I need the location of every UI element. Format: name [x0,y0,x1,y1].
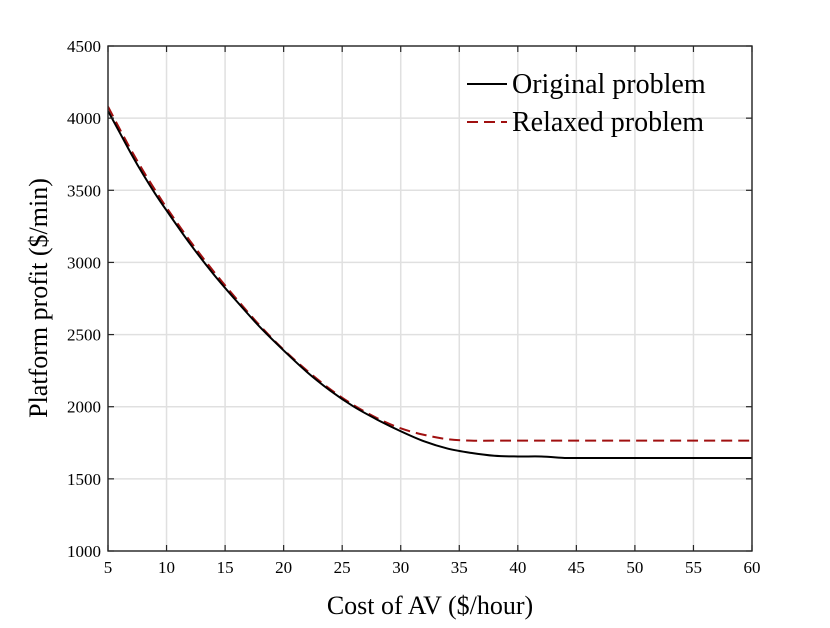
legend-label: Original problem [512,69,706,100]
x-tick-label: 10 [158,558,175,577]
series-line-original [108,110,752,460]
y-tick-label: 4000 [67,109,101,128]
x-tick-label: 60 [744,558,761,577]
x-tick-label: 50 [626,558,643,577]
x-axis-label: Cost of AV ($/hour) [327,591,533,620]
x-tick-label: 45 [568,558,585,577]
y-tick-label: 3000 [67,253,101,272]
series-line-relaxed [108,106,752,442]
x-tick-label: 30 [392,558,409,577]
y-axis-label: Platform profit ($/min) [24,178,53,418]
x-tick-label: 40 [509,558,526,577]
ticks: 5 10 15 20 25 30 35 40 45 50 55 60 1000 1500 2000 2500 3… [67,37,761,577]
y-tick-label: 2500 [67,326,101,345]
y-tick-label: 3500 [67,181,101,200]
x-tick-label: 5 [104,558,113,577]
x-tick-label: 35 [451,558,468,577]
legend-label: Relaxed problem [512,107,704,138]
x-tick-label: 55 [685,558,702,577]
x-tick-label: 25 [334,558,351,577]
y-tick-label: 1000 [67,542,101,561]
y-tick-label: 2000 [67,398,101,417]
x-tick-label: 20 [275,558,292,577]
plot-frame [107,45,753,552]
series-layer [108,106,752,460]
y-tick-label: 1500 [67,470,101,489]
x-tick-label: 15 [217,558,234,577]
legend: Original problem Relaxed problem [467,69,706,138]
y-tick-label: 4500 [67,37,101,56]
